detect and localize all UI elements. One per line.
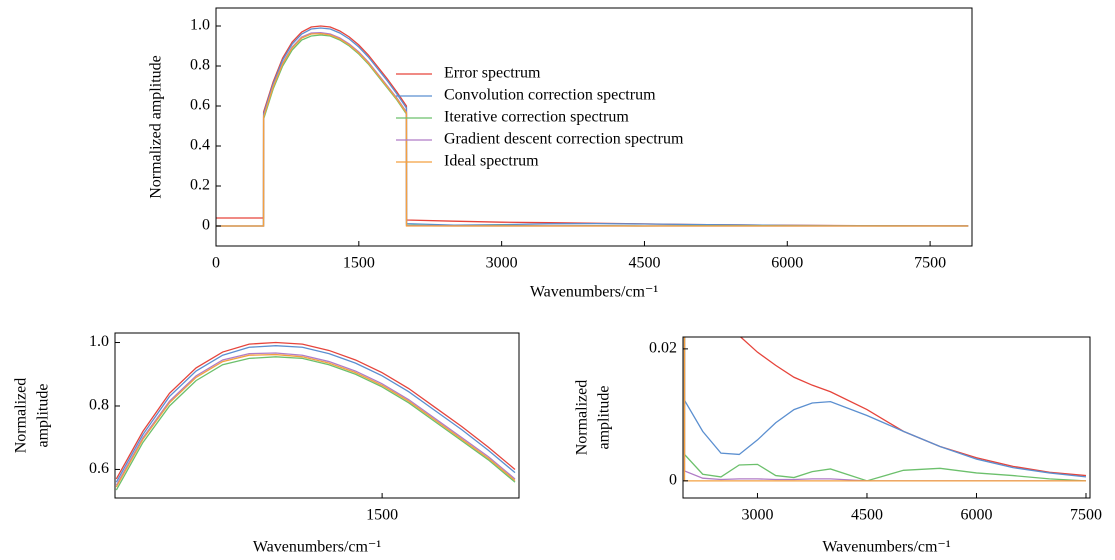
y-tick-label: 0.8 bbox=[190, 57, 210, 74]
series-line bbox=[115, 341, 516, 480]
series-line bbox=[115, 345, 516, 483]
y-tick-label: 1.0 bbox=[89, 333, 109, 350]
y-tick-label: 0.6 bbox=[89, 460, 109, 477]
plot-frame bbox=[682, 336, 1091, 499]
x-axis-label: Wavenumbers/cm⁻¹ bbox=[530, 284, 659, 301]
series-line bbox=[739, 337, 1087, 477]
series-line bbox=[683, 337, 1087, 482]
series-line bbox=[683, 337, 1087, 478]
x-tick-label: 1500 bbox=[366, 507, 398, 524]
lines bbox=[683, 337, 1087, 482]
legend-label: Ideal spectrum bbox=[444, 153, 539, 170]
y-tick-label: 0 bbox=[669, 472, 677, 489]
series-line bbox=[115, 356, 516, 491]
x-axis-label: Wavenumbers/cm⁻¹ bbox=[822, 539, 951, 556]
x-tick-label: 3000 bbox=[741, 507, 773, 524]
y-axis-label: amplitude bbox=[596, 386, 613, 450]
series-line bbox=[115, 353, 516, 488]
x-tick-label: 1500 bbox=[343, 255, 375, 272]
x-tick-label: 6000 bbox=[771, 255, 803, 272]
plot-frame bbox=[215, 7, 973, 247]
y-tick-label: 0.2 bbox=[190, 177, 210, 194]
x-tick-label: 6000 bbox=[960, 507, 992, 524]
series-line bbox=[216, 27, 969, 227]
plot-frame bbox=[114, 332, 520, 499]
subplot: 0 1500 3000 4500 6000 7500 0 0.2 0.4 0.6 0.8 1.0 Wav… bbox=[148, 7, 973, 301]
y-tick-label: 1.0 bbox=[190, 17, 210, 34]
x-tick-label: 7500 bbox=[914, 255, 946, 272]
x-tick-label: 4500 bbox=[628, 255, 660, 272]
y-axis-label: amplitude bbox=[35, 384, 52, 448]
x-axis-label: Wavenumbers/cm⁻¹ bbox=[253, 539, 382, 556]
x-tick-label: 7500 bbox=[1070, 507, 1102, 524]
x-tick-label: 4500 bbox=[851, 507, 883, 524]
legend-label: Convolution correction spectrum bbox=[444, 87, 656, 104]
y-axis-label: Normalized bbox=[13, 378, 30, 454]
lines bbox=[115, 341, 516, 491]
series-line bbox=[216, 31, 969, 227]
legend-label: Error spectrum bbox=[444, 65, 541, 82]
y-tick-label: 0.8 bbox=[89, 397, 109, 414]
subplot: 3000 4500 6000 7500 0 0.02 Wavenumbers/cm⁻¹ Nor… bbox=[574, 336, 1102, 556]
y-tick-label: 0.6 bbox=[190, 97, 210, 114]
series-line bbox=[115, 352, 516, 486]
subplot: 1500 0.6 0.8 1.0 Wavenumbers/cm⁻¹ Normalized a… bbox=[13, 332, 520, 556]
y-tick-label: 0.4 bbox=[190, 137, 210, 154]
y-axis-label: Normalized bbox=[574, 380, 591, 456]
y-axis-label: Normalized amplitude bbox=[148, 55, 165, 199]
series-line bbox=[216, 32, 969, 227]
y-tick-label: 0 bbox=[202, 217, 210, 234]
legend: Error spectrum Convolution correction spe… bbox=[396, 65, 684, 170]
series-line bbox=[683, 337, 1086, 482]
legend-label: Gradient descent correction spectrum bbox=[444, 131, 684, 148]
legend-label: Iterative correction spectrum bbox=[444, 109, 629, 126]
series-line bbox=[683, 337, 1086, 482]
y-tick-label: 0.02 bbox=[649, 340, 677, 357]
x-tick-label: 0 bbox=[212, 255, 220, 272]
series-line bbox=[216, 25, 969, 227]
x-tick-label: 3000 bbox=[486, 255, 518, 272]
lines bbox=[216, 25, 969, 227]
